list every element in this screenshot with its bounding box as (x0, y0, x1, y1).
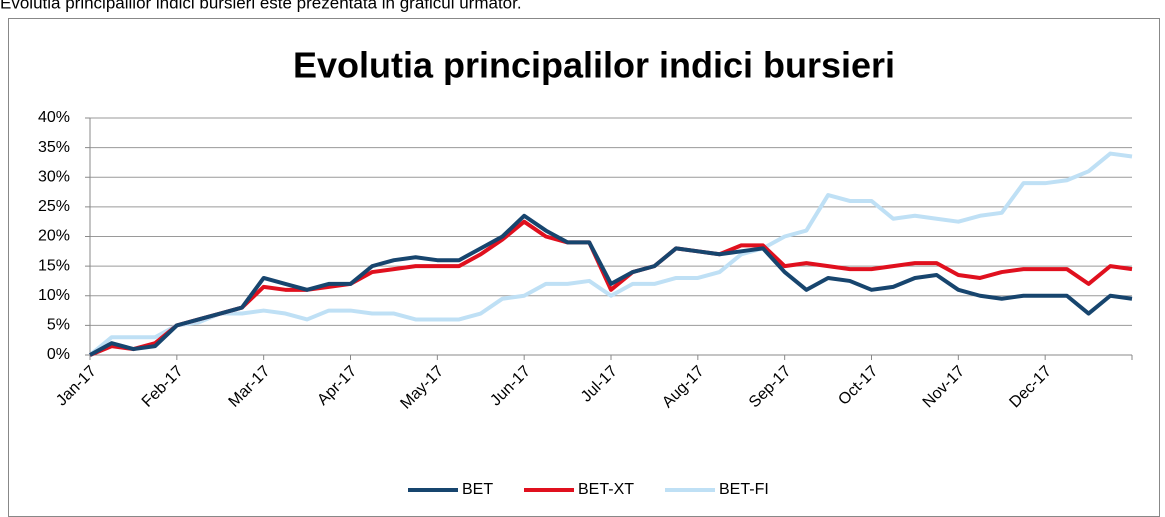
y-tick-label: 20% (38, 228, 70, 245)
caption: Evolutia principalilor indici bursieri e… (0, 0, 522, 12)
y-tick-label: 10% (38, 287, 70, 304)
y-tick-label: 30% (38, 168, 70, 185)
series-line (89, 219, 1133, 357)
series-line (88, 151, 1133, 357)
y-tick-label: 5% (47, 317, 70, 334)
chart-title: Evolutia principalilor indici bursieri (293, 45, 895, 86)
y-tick-label: 25% (38, 198, 70, 215)
legend-label: BET-XT (578, 481, 634, 498)
y-tick-label: 40% (38, 109, 70, 126)
y-tick-label: 35% (38, 139, 70, 156)
legend-label: BET-FI (719, 481, 769, 498)
chart-frame (8, 18, 1160, 517)
y-tick-label: 15% (38, 257, 70, 274)
series-line (89, 213, 1133, 357)
y-tick-label: 0% (47, 346, 70, 363)
legend-label: BET (462, 481, 493, 498)
